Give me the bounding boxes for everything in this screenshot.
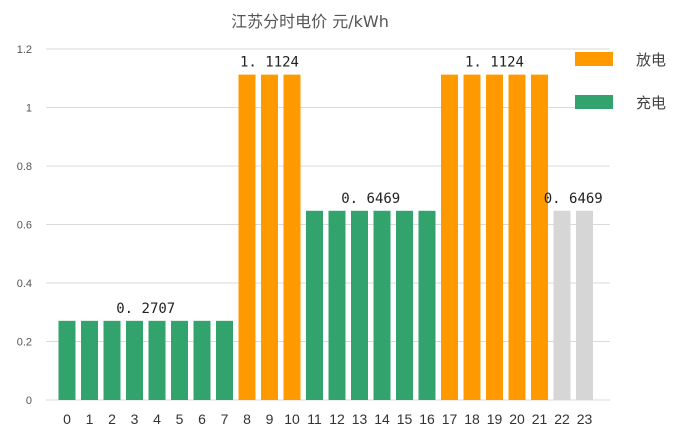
legend-label-discharge: 放电	[636, 51, 666, 69]
bar-hour-2	[103, 320, 121, 400]
bar-hour-6	[193, 320, 211, 400]
y-tick-label: 0.6	[17, 220, 32, 232]
y-axis-ticks: 0 0.2 0.4 0.6 0.8 1 1.2	[17, 44, 32, 407]
x-tick-label: 9	[266, 411, 274, 427]
x-tick-label: 13	[352, 411, 368, 427]
x-tick-label: 4	[153, 411, 161, 427]
x-tick-label: 20	[509, 411, 525, 427]
chart-title: 江苏分时电价 元/kWh	[231, 12, 389, 31]
x-tick-label: 3	[131, 411, 139, 427]
x-tick-label: 14	[374, 411, 390, 427]
x-tick-label: 2	[108, 411, 116, 427]
x-tick-label: 17	[442, 411, 458, 427]
bar-hour-22	[553, 210, 571, 400]
y-tick-label: 1	[26, 103, 32, 115]
x-tick-label: 19	[487, 411, 503, 427]
bar-hour-0	[58, 320, 76, 400]
y-tick-label: 0.8	[17, 161, 32, 173]
bar-hour-9	[261, 74, 278, 401]
bar-hour-15	[396, 210, 413, 400]
x-tick-label: 15	[397, 411, 413, 427]
bar-hour-4	[148, 320, 166, 400]
bar-hour-10	[283, 74, 301, 401]
x-tick-label: 1	[86, 411, 94, 427]
bar-hour-5	[171, 320, 188, 400]
bar-hour-16	[418, 210, 436, 400]
x-tick-label: 5	[176, 411, 184, 427]
x-tick-label: 21	[532, 411, 548, 427]
x-tick-label: 6	[198, 411, 206, 427]
y-tick-label: 0.4	[17, 278, 32, 290]
legend-label-charge: 充电	[636, 94, 666, 112]
bar-hour-23	[576, 210, 593, 400]
x-tick-label: 0	[63, 411, 71, 427]
bar-hour-17	[441, 74, 458, 401]
x-tick-label: 8	[243, 411, 251, 427]
x-tick-label: 11	[307, 411, 322, 427]
data-labels: 0. 2707 1. 1124 0. 6469 1. 1124 0. 6469	[116, 55, 603, 317]
data-label: 0. 6469	[544, 191, 603, 207]
x-tick-label: 22	[554, 411, 570, 427]
bar-hour-7	[216, 320, 233, 400]
bars	[58, 74, 593, 401]
bar-hour-3	[126, 320, 143, 400]
data-label: 0. 6469	[341, 191, 400, 207]
legend-swatch-charge	[575, 95, 613, 109]
legend-swatch-discharge	[575, 52, 613, 66]
bar-hour-18	[463, 74, 481, 401]
data-label: 1. 1124	[465, 55, 524, 71]
bar-hour-11	[306, 210, 323, 400]
x-tick-label: 10	[284, 411, 300, 427]
bar-hour-20	[508, 74, 526, 401]
x-tick-label: 16	[419, 411, 435, 427]
bar-hour-12	[328, 210, 346, 400]
bar-hour-1	[81, 320, 98, 400]
bar-hour-13	[351, 210, 368, 400]
y-tick-label: 0	[26, 395, 32, 407]
data-label: 1. 1124	[240, 55, 299, 71]
y-tick-label: 1.2	[17, 44, 32, 56]
bar-hour-14	[373, 210, 391, 400]
x-tick-label: 7	[221, 411, 229, 427]
data-label: 0. 2707	[116, 301, 175, 317]
bar-hour-19	[486, 74, 503, 401]
y-tick-label: 0.2	[17, 337, 32, 349]
x-axis-ticks: 0 1 2 3 4 5 6 7 8 9 10 11 12 13 14 15 16 17 18 19 20 21 22 23	[63, 411, 592, 427]
x-tick-label: 23	[577, 411, 593, 427]
x-tick-label: 12	[329, 411, 345, 427]
x-tick-label: 18	[464, 411, 480, 427]
bar-hour-8	[238, 74, 256, 401]
bar-hour-21	[531, 74, 548, 401]
